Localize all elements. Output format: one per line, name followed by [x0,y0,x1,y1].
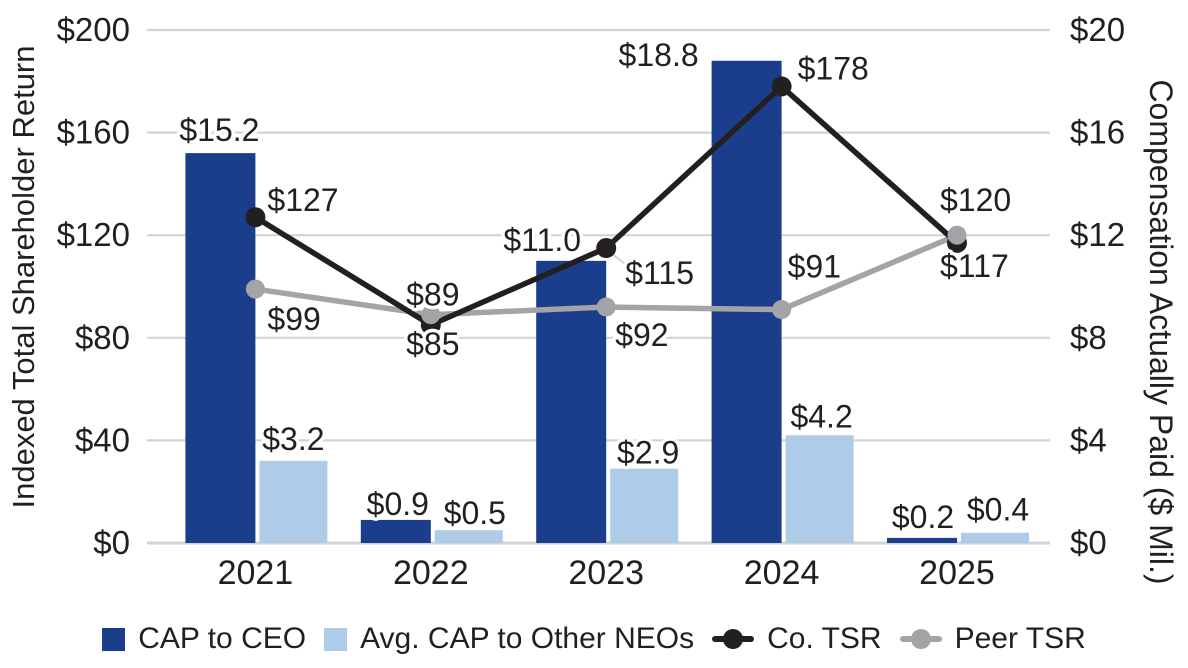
point-co-tsr-2024 [771,76,792,97]
value-label-avg-cap-to-other-neos-2022: $0.5 [444,495,506,531]
left-axis-tick: $160 [57,114,130,151]
bar-cap-to-ceo-2024 [711,60,782,543]
point-peer-tsr-2025 [947,225,967,245]
point-peer-tsr-2023 [596,297,616,317]
value-label-avg-cap-to-other-neos-2023: $2.9 [617,435,679,471]
peer-tsr-line-marker-icon [899,629,942,649]
point-label-peer-tsr-2025: $120 [940,182,1011,218]
value-label-avg-cap-to-other-neos-2025: $0.4 [967,492,1029,528]
point-label-peer-tsr-2023: $92 [615,317,668,353]
legend: CAP to CEO Avg. CAP to Other NEOs Co. TS… [0,616,1188,662]
bar-avg-cap-to-other-neos-2023 [610,468,679,543]
bar-avg-cap-to-other-neos-2022 [434,530,503,543]
bar-cap-to-ceo-2025 [887,537,957,543]
legend-label-cap-to-ceo: CAP to CEO [138,622,307,655]
legend-label-peer-tsr: Peer TSR [954,622,1086,655]
point-peer-tsr-2021 [245,279,265,299]
value-label-cap-to-ceo-2022: $0.9 [367,486,429,522]
value-label-cap-to-ceo-2024: $18.8 [619,37,699,73]
legend-item-co-tsr: Co. TSR [712,622,882,656]
legend-label-avg-cap-neos: Avg. CAP to Other NEOs [360,622,695,655]
bar-avg-cap-to-other-neos-2021 [259,460,328,543]
right-axis-tick: $12 [1070,216,1125,253]
x-axis-label: 2021 [218,554,294,592]
legend-item-avg-cap-to-other-neos: Avg. CAP to Other NEOs [324,622,694,656]
point-label-co-tsr-2024: $178 [798,50,869,86]
bar-cap-to-ceo-2023 [536,260,607,543]
left-axis-tick: $120 [57,216,130,253]
bar-avg-cap-to-other-neos-2024 [785,435,854,543]
value-label-cap-to-ceo-2023: $11.0 [503,222,581,258]
point-co-tsr-2021 [245,207,266,228]
avg-cap-neos-swatch-icon [324,627,348,651]
point-label-peer-tsr-2022: $89 [406,277,459,313]
x-axis-label: 2025 [919,554,995,592]
point-label-co-tsr-2023: $115 [625,255,694,291]
x-axis-label: 2024 [744,554,820,592]
right-axis-tick: $4 [1070,421,1107,458]
value-label-avg-cap-to-other-neos-2021: $3.2 [262,421,324,457]
left-axis-tick: $200 [57,11,130,48]
point-label-co-tsr-2021: $127 [267,182,338,218]
point-peer-tsr-2022 [421,305,441,325]
right-axis-title: Compensation Actually Paid ($ Mil.) [1143,79,1179,584]
value-label-cap-to-ceo-2025: $0.2 [892,499,954,535]
point-label-peer-tsr-2024: $91 [788,249,841,285]
right-axis-tick: $8 [1070,319,1107,356]
left-axis-tick: $80 [75,319,130,356]
legend-item-cap-to-ceo: CAP to CEO [102,622,306,656]
x-axis-label: 2022 [393,554,469,592]
bar-cap-to-ceo-2022 [360,519,431,543]
left-axis-tick: $40 [75,421,130,458]
bar-cap-to-ceo-2021 [185,153,256,543]
point-label-co-tsr-2025: $117 [940,248,1009,284]
left-axis-title: Indexed Total Shareholder Return [6,45,41,508]
point-peer-tsr-2024 [772,300,792,320]
bar-avg-cap-to-other-neos-2025 [961,532,1029,543]
legend-item-peer-tsr: Peer TSR [899,622,1086,656]
left-axis-tick: $0 [93,524,130,561]
legend-label-co-tsr: Co. TSR [767,622,882,655]
value-label-avg-cap-to-other-neos-2024: $4.2 [790,398,852,434]
right-axis-tick: $16 [1070,114,1125,151]
point-co-tsr-2023 [596,238,617,259]
co-tsr-line-marker-icon [712,629,755,649]
x-axis-label: 2023 [568,554,644,592]
cap-to-ceo-swatch-icon [102,627,126,651]
value-label-cap-to-ceo-2021: $15.2 [179,112,259,148]
peer-tsr-dot-icon [910,629,931,649]
co-tsr-dot-icon [723,629,744,649]
point-label-co-tsr-2022: $85 [406,326,459,362]
point-label-peer-tsr-2021: $99 [267,301,320,337]
right-axis-tick: $20 [1070,11,1125,48]
right-axis-tick: $0 [1070,524,1107,561]
